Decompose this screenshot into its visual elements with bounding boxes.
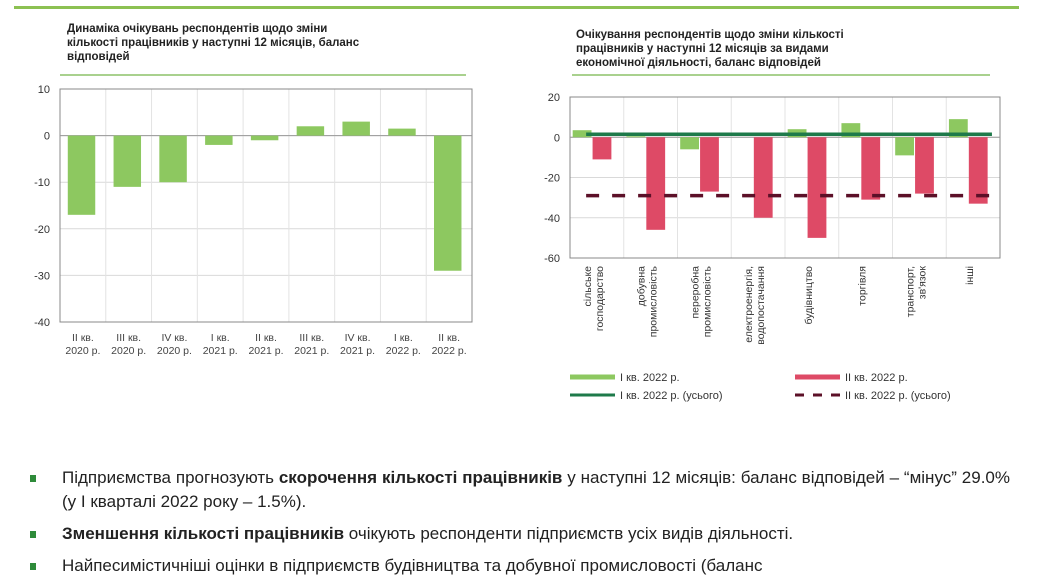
bar [388, 128, 416, 136]
x-tick-label: водопостачання [755, 266, 767, 345]
y-tick-label: -20 [544, 173, 560, 185]
x-tick-label: добувна [636, 266, 648, 306]
bar-q1 [572, 130, 592, 138]
x-tick-label: транспорт, [904, 266, 916, 317]
x-tick-label: I кв. [211, 332, 230, 344]
title-line: кількості працівників у наступні 12 міся… [67, 37, 360, 49]
y-tick-label: 0 [44, 131, 50, 143]
bold-text: скорочення кількості працівників [278, 468, 563, 487]
y-tick-label: -30 [34, 270, 50, 282]
bar-q2 [700, 137, 719, 192]
bar-q2 [915, 137, 934, 194]
x-tick-label: промисловість [701, 265, 713, 337]
right-title-underline [572, 74, 990, 76]
title-line: відповідей [67, 51, 130, 63]
bar-q2 [753, 137, 773, 218]
x-tick-label: 2021 р. [203, 345, 238, 357]
bar-q2 [807, 137, 827, 238]
title-line: економічної діяльності, баланс відповіде… [576, 57, 821, 69]
bullet-item: Підприємства прогнозують скорочення кіль… [30, 466, 1010, 514]
title-line: працівників у наступні 12 місяців за вид… [576, 43, 829, 55]
title-line: Динаміка очікувань респондентів щодо змі… [67, 23, 328, 35]
bar [67, 135, 96, 215]
bar [296, 126, 325, 136]
legend-label: II кв. 2022 р. (усього) [845, 390, 951, 402]
y-tick-label: -20 [34, 224, 50, 236]
text: у наступні 12 місяців: баланс відповідей… [62, 468, 1010, 511]
x-tick-label: I кв. [394, 332, 413, 344]
bullet-item: Зменшення кількості працівників очікують… [30, 522, 1010, 546]
y-tick-label: -10 [34, 177, 50, 189]
x-tick-label: 2021 р. [248, 345, 283, 357]
x-tick-label: електроенергія, [743, 266, 755, 343]
x-tick-label: торгівля [857, 266, 869, 306]
x-tick-label: 2020 р. [111, 345, 146, 357]
x-tick-label: IV кв. [345, 332, 371, 344]
y-tick-label: 0 [554, 132, 560, 144]
plot-frame [59, 88, 473, 323]
bar-q1 [626, 136, 646, 138]
bar-q1 [895, 137, 914, 156]
x-tick-label: будівництво [803, 266, 815, 325]
x-tick-label: сільське [582, 266, 594, 307]
bullet-list: Підприємства прогнозують скорочення кіль… [30, 466, 1010, 586]
y-tick-label: 10 [38, 84, 50, 96]
plot-frame [569, 96, 1001, 259]
x-tick-label: II кв. [438, 332, 460, 344]
bullet-icon [30, 531, 36, 538]
x-tick-label: III кв. [116, 332, 141, 344]
x-tick-label: 2022 р. [432, 345, 467, 357]
x-tick-label: зв'язок [916, 266, 928, 300]
bar [250, 135, 279, 141]
x-tick-label: II кв. [255, 332, 277, 344]
x-tick-label: господарство [594, 266, 606, 331]
x-tick-label: III кв. [299, 332, 324, 344]
text: очікують респонденти підприємств усіх ви… [344, 524, 794, 543]
left-title-underline [60, 74, 466, 76]
bar-q2 [861, 137, 881, 200]
x-tick-label: 2021 р. [340, 345, 375, 357]
bar-q2 [968, 137, 988, 204]
bar [113, 135, 142, 187]
left-chart-title: Динаміка очікувань респондентів щодо змі… [67, 22, 359, 64]
bullet-icon [30, 563, 36, 570]
x-tick-label: IV кв. [161, 332, 187, 344]
x-tick-label: промисловість [648, 265, 660, 337]
bar [205, 135, 233, 145]
right-chart-title: Очікування респондентів щодо зміни кільк… [576, 28, 844, 70]
legend-label: I кв. 2022 р. [620, 372, 680, 384]
legend-label: I кв. 2022 р. (усього) [620, 390, 723, 402]
y-tick-label: 20 [548, 92, 560, 104]
bar-q2 [646, 137, 666, 230]
top-accent-line [14, 6, 1019, 9]
bold-text: Зменшення кількості працівників [62, 524, 345, 543]
x-tick-label: 2021 р. [294, 345, 329, 357]
x-tick-label: II кв. [72, 332, 94, 344]
legend-label: II кв. 2022 р. [845, 372, 908, 384]
bar [159, 135, 187, 183]
x-tick-label: 2022 р. [386, 345, 421, 357]
bar-q1 [680, 137, 699, 150]
text: Підприємства прогнозують [62, 468, 279, 487]
bullet-item: Найпесимістичніші оцінки в підприємств б… [30, 554, 1010, 578]
bar [342, 121, 370, 136]
x-tick-label: інші [964, 266, 976, 285]
title-line: Очікування респондентів щодо зміни кільк… [576, 29, 844, 41]
y-tick-label: -40 [544, 213, 560, 225]
bar-q2 [592, 137, 612, 160]
bullet-icon [30, 475, 36, 482]
x-tick-label: переробна [689, 266, 701, 319]
text: Найпесимістичніші оцінки в підприємств б… [62, 556, 763, 575]
y-tick-label: -60 [544, 253, 560, 265]
bar [434, 135, 462, 271]
x-tick-label: 2020 р. [157, 345, 192, 357]
x-tick-label: 2020 р. [65, 345, 100, 357]
y-tick-label: -40 [34, 317, 50, 329]
